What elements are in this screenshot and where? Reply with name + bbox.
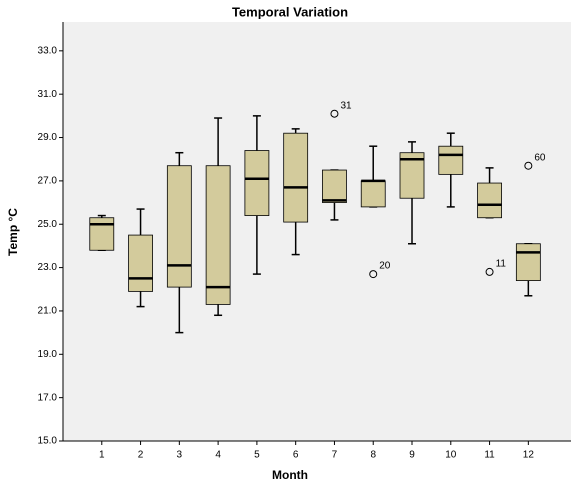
y-tick-label: 33.0 (38, 45, 58, 56)
plot-background (63, 22, 571, 441)
chart-title: Temporal Variation (232, 4, 348, 19)
x-tick-label: 5 (254, 450, 260, 461)
x-tick-label: 8 (370, 450, 376, 461)
outlier-label: 20 (379, 261, 391, 272)
x-tick-label: 7 (332, 450, 338, 461)
outlier (369, 270, 378, 279)
y-tick-label: 21.0 (38, 306, 58, 317)
outlier (524, 161, 533, 170)
box (515, 243, 541, 281)
x-tick-label: 3 (177, 450, 183, 461)
y-tick-label: 23.0 (38, 262, 58, 273)
box (128, 234, 153, 292)
box (477, 182, 502, 219)
x-axis-title: Month (272, 468, 308, 482)
x-tick-label: 6 (293, 450, 299, 461)
x-tick-label: 1 (99, 450, 105, 461)
y-tick-label: 15.0 (38, 436, 58, 447)
y-tick-label: 25.0 (38, 219, 58, 230)
outlier (330, 109, 339, 118)
x-tick-label: 12 (523, 450, 535, 461)
box (166, 165, 192, 288)
y-tick-label: 31.0 (38, 89, 58, 100)
y-tick-label: 17.0 (38, 392, 58, 403)
box (322, 169, 347, 203)
box (205, 165, 231, 305)
box (89, 217, 115, 251)
outlier (485, 267, 494, 276)
y-axis-title: Temp °C (6, 208, 20, 256)
box (283, 132, 309, 223)
outlier-label: 60 (534, 152, 546, 163)
box (438, 145, 464, 175)
x-tick-label: 10 (445, 450, 457, 461)
x-tick-label: 11 (484, 450, 495, 461)
x-tick-label: 9 (409, 450, 415, 461)
x-tick-label: 2 (138, 450, 144, 461)
box (244, 150, 270, 216)
y-tick-label: 27.0 (38, 176, 58, 187)
x-tick-label: 4 (215, 450, 221, 461)
y-tick-label: 29.0 (38, 132, 58, 143)
outlier-label: 11 (496, 259, 507, 270)
outlier-label: 31 (340, 100, 352, 111)
y-tick-label: 19.0 (38, 349, 58, 360)
box (360, 180, 386, 208)
